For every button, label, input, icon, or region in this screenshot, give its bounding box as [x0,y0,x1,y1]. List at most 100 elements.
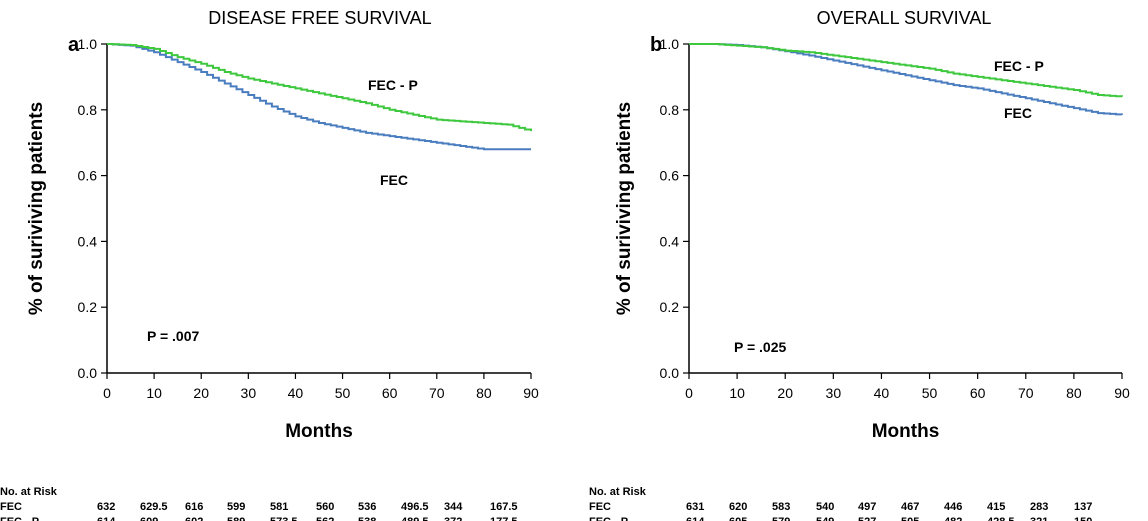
risk-table-header: No. at Risk [589,486,647,498]
risk-table-cell: 631 [686,501,704,513]
risk-table-row-label: FEC [589,501,611,513]
km-chart-disease-free-survival: DISEASE FREE SURVIVAL a 0.0 0.2 0.4 0.6 0.8 1.0… [0,8,539,521]
y-tick-label: 0.4 [660,233,680,249]
x-tick-label: 90 [523,385,539,401]
risk-table-cell: 489.5 [401,516,429,521]
risk-table-cell: 614 [686,516,705,521]
x-tick-label: 20 [193,385,209,401]
risk-table-cell: 150 [1074,516,1092,521]
risk-table-cell: 599 [227,501,245,513]
risk-table-header: No. at Risk [0,486,58,498]
y-tick-label: 0.8 [78,102,98,118]
x-tick-label: 10 [146,385,162,401]
risk-table-cell: 632 [97,501,115,513]
risk-table-cell: 496.5 [401,501,429,513]
risk-table-cell: 497 [858,501,876,513]
p-value-annotation: P = .007 [147,328,200,344]
x-tick-label: 60 [970,385,986,401]
risk-table-row-label: FEC - P [0,516,39,521]
risk-table-cell: 372 [444,516,462,521]
x-tick-label: 50 [922,385,938,401]
risk-table-cell: 428.5 [987,516,1015,521]
risk-table-cell: 609 [140,516,158,521]
risk-table-cell: 581 [270,501,288,513]
risk-table-cell: 467 [901,501,919,513]
series-label-fec: FEC [1004,105,1032,121]
x-tick-label: 90 [1114,385,1130,401]
series-label-fec-p: FEC - P [994,58,1044,74]
y-tick-label: 1.0 [660,36,680,52]
risk-table-cell: 629.5 [140,501,168,513]
x-tick-label: 20 [777,385,793,401]
risk-table-cell: 616 [185,501,203,513]
x-tick-label: 10 [729,385,745,401]
x-tick-label: 60 [382,385,398,401]
chart-panel-overall-survival: OVERALL SURVIVAL b 0.0 0.2 0.4 0.6 0.8 1.0 0 10 20… [574,0,1148,521]
y-tick-label: 0.0 [78,365,98,381]
risk-table-cell: 167.5 [490,501,518,513]
y-tick-label: 0.6 [78,168,98,184]
y-tick-label: 0.4 [78,233,98,249]
x-tick-label: 0 [103,385,111,401]
chart-title: OVERALL SURVIVAL [817,8,992,28]
x-tick-label: 0 [685,385,693,401]
risk-table-cell: 482 [944,516,962,521]
x-tick-label: 30 [826,385,842,401]
x-tick-label: 30 [241,385,257,401]
y-tick-label: 0.2 [660,299,680,315]
x-tick-label: 40 [288,385,304,401]
series-label-fec: FEC [380,172,408,188]
risk-table-cell: 579 [772,516,790,521]
risk-table-cell: 549 [816,516,834,521]
risk-table-cell: 344 [444,501,463,513]
km-chart-overall-survival: OVERALL SURVIVAL b 0.0 0.2 0.4 0.6 0.8 1.0 0 10 20… [589,8,1130,521]
y-tick-label: 0.0 [660,365,680,381]
x-tick-label: 70 [1018,385,1034,401]
risk-table-cell: 602 [185,516,203,521]
risk-table-cell: 540 [816,501,834,513]
risk-table-row-label: FEC - P [589,516,628,521]
y-axis-label: % of suriviving patients [614,102,635,315]
y-tick-label: 0.8 [660,102,680,118]
risk-table-cell: 446 [944,501,962,513]
chart-panel-disease-free-survival: DISEASE FREE SURVIVAL a 0.0 0.2 0.4 0.6 0.8 1.0… [0,8,539,521]
risk-table-cell: 605 [729,516,747,521]
series-line-fec [107,43,531,151]
panel-letter: b [650,34,662,56]
risk-table-cell: 505 [901,516,919,521]
risk-table-cell: 321 [1030,516,1048,521]
y-tick-label: 1.0 [78,36,98,52]
x-axis-label: Months [285,421,353,442]
x-tick-label: 70 [429,385,445,401]
p-value-annotation: P = .025 [734,339,787,355]
risk-table-cell: 583 [772,501,790,513]
x-axis-label: Months [872,421,940,442]
series-line-fec [689,43,1123,116]
panel-letter: a [68,34,80,56]
risk-table-cell: 536 [358,501,376,513]
series-line-fec-p [689,43,1123,98]
risk-table-cell: 620 [729,501,747,513]
risk-table-cell: 177.5 [490,516,518,521]
risk-table-cell: 562 [316,516,334,521]
risk-table-cell: 527 [858,516,876,521]
risk-table-row-label: FEC [0,501,22,513]
risk-table-cell: 573.5 [270,516,298,521]
risk-table-cell: 283 [1030,501,1048,513]
x-tick-label: 40 [874,385,890,401]
risk-table-cell: 137 [1074,501,1092,513]
chart-title: DISEASE FREE SURVIVAL [208,8,431,28]
risk-table-cell: 560 [316,501,334,513]
risk-table-cell: 415 [987,501,1005,513]
risk-table-cell: 614 [97,516,116,521]
x-tick-label: 50 [335,385,351,401]
series-line-fec-p [107,43,532,132]
risk-table-cell: 589 [227,516,245,521]
y-axis-label: % of suriviving patients [26,102,47,315]
y-tick-label: 0.6 [660,168,680,184]
y-tick-label: 0.2 [78,299,98,315]
series-label-fec-p: FEC - P [368,77,418,93]
risk-table-cell: 538 [358,516,376,521]
x-tick-label: 80 [1066,385,1082,401]
x-tick-label: 80 [476,385,492,401]
